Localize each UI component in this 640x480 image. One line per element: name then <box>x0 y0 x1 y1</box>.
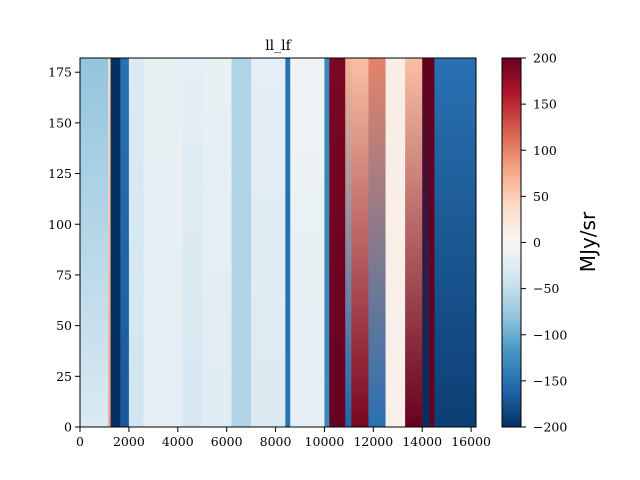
heatmap-column <box>231 58 252 427</box>
heatmap-column <box>202 58 232 427</box>
heatmap-column <box>182 58 203 427</box>
y-tick-label: 125 <box>48 166 72 181</box>
heatmap-column <box>143 58 184 427</box>
heatmap-column <box>251 58 286 427</box>
colorbar-tick-label: 150 <box>533 97 557 112</box>
heatmap-column <box>80 58 109 427</box>
heatmap-image <box>80 58 476 427</box>
x-tick-label: 2000 <box>113 434 145 449</box>
heatmap-column <box>351 58 369 427</box>
y-tick-label: 175 <box>48 65 72 80</box>
colorbar-tick-label: 200 <box>533 51 557 66</box>
x-tick-label: 8000 <box>260 434 292 449</box>
colorbar-tick-label: 100 <box>533 143 557 158</box>
colorbar-tick-label: −200 <box>533 420 567 435</box>
chart-title: ll_lf <box>265 38 292 54</box>
colorbar-tick-label: 0 <box>533 235 541 250</box>
y-tick-label: 50 <box>56 318 72 333</box>
x-tick-label: 14000 <box>402 434 442 449</box>
heatmap-column <box>422 58 430 427</box>
colorbar-tick-label: −150 <box>533 373 567 388</box>
heatmap-column <box>385 58 406 427</box>
heatmap-column <box>285 58 291 427</box>
x-tick-label: 16000 <box>451 434 491 449</box>
x-tick-label: 6000 <box>211 434 243 449</box>
colorbar-label: MJy/sr <box>576 211 600 272</box>
heatmap-column <box>110 58 121 427</box>
colorbar-tick-label: 50 <box>533 189 549 204</box>
x-tick-label: 12000 <box>353 434 393 449</box>
colorbar-tick-label: −50 <box>533 281 559 296</box>
heatmap-column <box>405 58 423 427</box>
colorbar <box>501 57 522 428</box>
heatmap-column <box>324 58 330 427</box>
heatmap-column <box>108 58 111 427</box>
heatmap-column <box>368 58 386 427</box>
colorbar-tick-label: −100 <box>533 327 567 342</box>
y-tick-label: 0 <box>64 420 72 435</box>
heatmap-column <box>429 58 435 427</box>
colorbar-axis: −200 −150 −100 −50 0 50 100 150 200 <box>521 51 567 435</box>
heatmap-column <box>128 58 144 427</box>
heatmap-column <box>329 58 346 427</box>
y-tick-label: 75 <box>56 267 72 282</box>
heatmap-column <box>434 58 476 427</box>
y-tick-label: 150 <box>48 115 72 130</box>
plot-frame <box>79 57 477 428</box>
x-tick-label: 4000 <box>162 434 194 449</box>
heatmap-column <box>290 58 325 427</box>
x-tick-label: 10000 <box>305 434 345 449</box>
x-tick-label: 0 <box>76 434 84 449</box>
y-axis: 0 25 50 75 100 125 150 175 <box>48 65 80 435</box>
y-tick-label: 100 <box>48 217 72 232</box>
heatmap-column <box>345 58 352 427</box>
x-axis: 0 2000 4000 6000 8000 10000 12000 14000 16000 <box>76 427 491 449</box>
heatmap-column <box>120 58 130 427</box>
y-tick-label: 25 <box>56 369 72 384</box>
